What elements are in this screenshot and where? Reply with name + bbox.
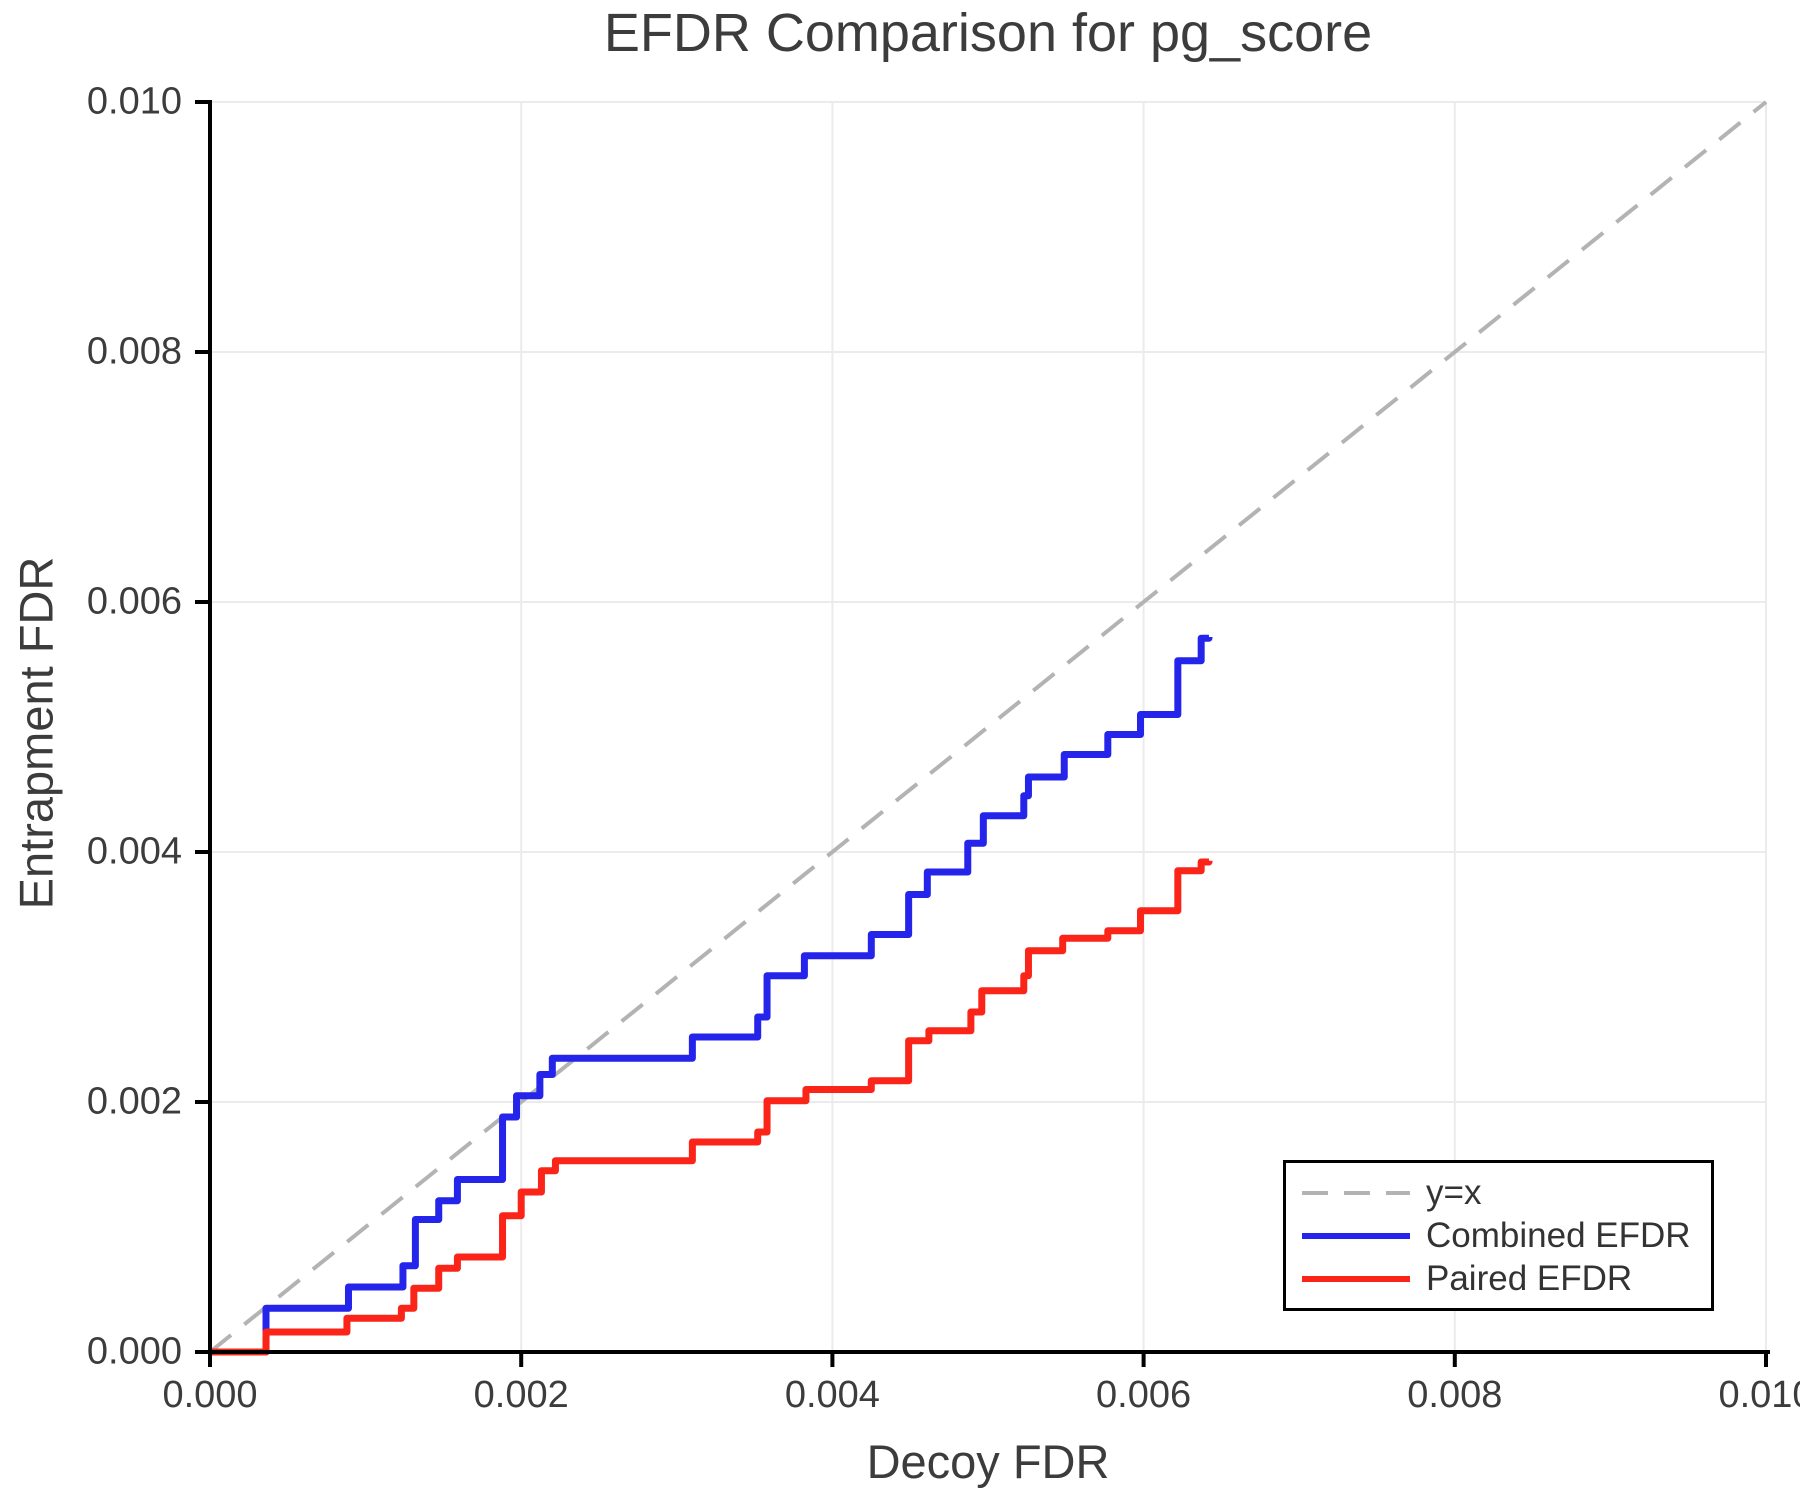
series-combined-efdr bbox=[210, 634, 1213, 1356]
x-axis-label: Decoy FDR bbox=[866, 1435, 1110, 1488]
series-y-x bbox=[208, 100, 1768, 1354]
y-tick-label: 0.010 bbox=[86, 80, 182, 123]
identity-line-sample-icon bbox=[1302, 1190, 1410, 1195]
y-tick-label: 0.004 bbox=[86, 830, 182, 873]
x-tick-label: 0.000 bbox=[162, 1374, 258, 1416]
series-paired-efdr bbox=[210, 858, 1213, 1356]
legend-item-combined: Combined EFDR bbox=[1302, 1214, 1711, 1257]
x-tick-label: 0.002 bbox=[473, 1374, 569, 1416]
y-tick-label: 0.002 bbox=[86, 1080, 182, 1123]
legend: y=x Combined EFDR Paired EFDR bbox=[1283, 1160, 1714, 1311]
y-tick-label: 0.006 bbox=[86, 580, 182, 623]
legend-item-identity: y=x bbox=[1302, 1171, 1711, 1214]
legend-item-paired: Paired EFDR bbox=[1302, 1257, 1711, 1300]
y-tick-label: 0.008 bbox=[86, 330, 182, 373]
x-tick-label: 0.010 bbox=[1718, 1374, 1800, 1416]
paired-line-sample-icon bbox=[1302, 1275, 1410, 1282]
chart-title: EFDR Comparison for pg_score bbox=[603, 3, 1373, 63]
combined-line-sample-icon bbox=[1302, 1232, 1410, 1239]
legend-label-combined: Combined EFDR bbox=[1426, 1215, 1691, 1255]
x-tick-label: 0.006 bbox=[1096, 1374, 1192, 1416]
legend-label-paired: Paired EFDR bbox=[1426, 1258, 1633, 1298]
y-tick-label: 0.000 bbox=[86, 1330, 182, 1373]
legend-label-identity: y=x bbox=[1426, 1172, 1482, 1212]
x-tick-label: 0.008 bbox=[1407, 1374, 1503, 1416]
x-tick-label: 0.004 bbox=[784, 1374, 880, 1416]
